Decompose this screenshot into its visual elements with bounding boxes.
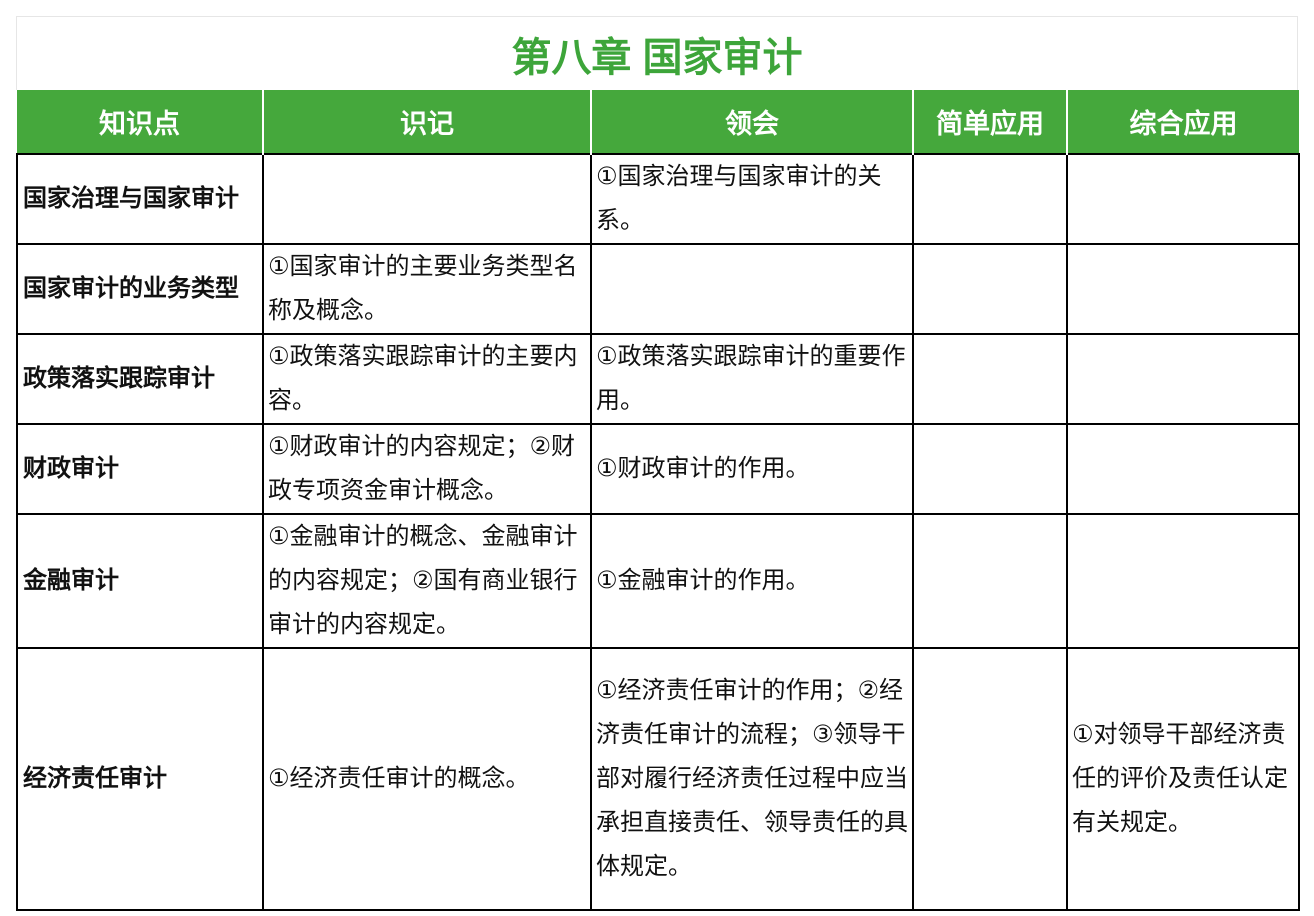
topic-cell: 国家治理与国家审计 <box>16 153 264 245</box>
cell-recall: ①国家审计的主要业务类型名称及概念。 <box>262 243 592 335</box>
topic-cell: 国家审计的业务类型 <box>16 243 264 335</box>
cell-understand: ①经济责任审计的作用；②经济责任审计的流程；③领导干部对履行经济责任过程中应当承… <box>590 647 914 911</box>
cell-simple <box>912 423 1068 515</box>
page-title: 第八章 国家审计 <box>16 16 1298 90</box>
cell-comprehensive <box>1066 423 1300 515</box>
cell-comprehensive <box>1066 513 1300 649</box>
cell-understand: ①金融审计的作用。 <box>590 513 914 649</box>
cell-recall: ①经济责任审计的概念。 <box>262 647 592 911</box>
cell-recall: ①金融审计的概念、金融审计的内容规定；②国有商业银行审计的内容规定。 <box>262 513 592 649</box>
table-row: 国家审计的业务类型 ①国家审计的主要业务类型名称及概念。 <box>16 243 1300 335</box>
cell-understand <box>590 243 914 335</box>
column-header: 知识点 <box>99 109 180 139</box>
cell-comprehensive: ①对领导干部经济责任的评价及责任认定有关规定。 <box>1066 647 1300 911</box>
knowledge-table-sheet: 第八章 国家审计 知识点 识记 领会 简单应用 综合应用 国家治理与国家审计 ①国… <box>16 16 1300 911</box>
column-header: 简单应用 <box>912 90 1067 154</box>
knowledge-table: 知识点 识记 领会 简单应用 综合应用 国家治理与国家审计 ①国家治理与国家审计的… <box>16 90 1300 911</box>
cell-recall <box>262 153 592 245</box>
table-row: 金融审计 ①金融审计的概念、金融审计的内容规定；②国有商业银行审计的内容规定。 ①金… <box>16 513 1300 649</box>
topic-cell: 政策落实跟踪审计 <box>16 333 264 425</box>
cell-understand: ①政策落实跟踪审计的重要作用。 <box>590 333 914 425</box>
cell-recall: ①政策落实跟踪审计的主要内容。 <box>262 333 592 425</box>
topic-cell: 经济责任审计 <box>16 647 264 911</box>
cell-simple <box>912 333 1068 425</box>
column-header: 领会 <box>590 90 913 154</box>
table-row: 政策落实跟踪审计 ①政策落实跟踪审计的主要内容。 ①政策落实跟踪审计的重要作用。 <box>16 333 1300 425</box>
cell-understand: ①国家治理与国家审计的关系。 <box>590 153 914 245</box>
cell-simple <box>912 513 1068 649</box>
topic-cell: 财政审计 <box>16 423 264 515</box>
table-row: 财政审计 ①财政审计的内容规定；②财政专项资金审计概念。 ①财政审计的作用。 <box>16 423 1300 515</box>
column-header: 综合应用 <box>1066 90 1299 154</box>
topic-cell: 金融审计 <box>16 513 264 649</box>
cell-comprehensive <box>1066 243 1300 335</box>
cell-recall: ①财政审计的内容规定；②财政专项资金审计概念。 <box>262 423 592 515</box>
table-header-row: 知识点 识记 领会 简单应用 综合应用 <box>17 90 1299 154</box>
cell-comprehensive <box>1066 333 1300 425</box>
cell-simple <box>912 647 1068 911</box>
table-row: 国家治理与国家审计 ①国家治理与国家审计的关系。 <box>16 153 1300 245</box>
cell-understand: ①财政审计的作用。 <box>590 423 914 515</box>
cell-comprehensive <box>1066 153 1300 245</box>
column-header: 识记 <box>262 90 591 154</box>
cell-simple <box>912 243 1068 335</box>
cell-simple <box>912 153 1068 245</box>
table-row: 经济责任审计 ①经济责任审计的概念。 ①经济责任审计的作用；②经济责任审计的流程；③… <box>16 647 1300 911</box>
